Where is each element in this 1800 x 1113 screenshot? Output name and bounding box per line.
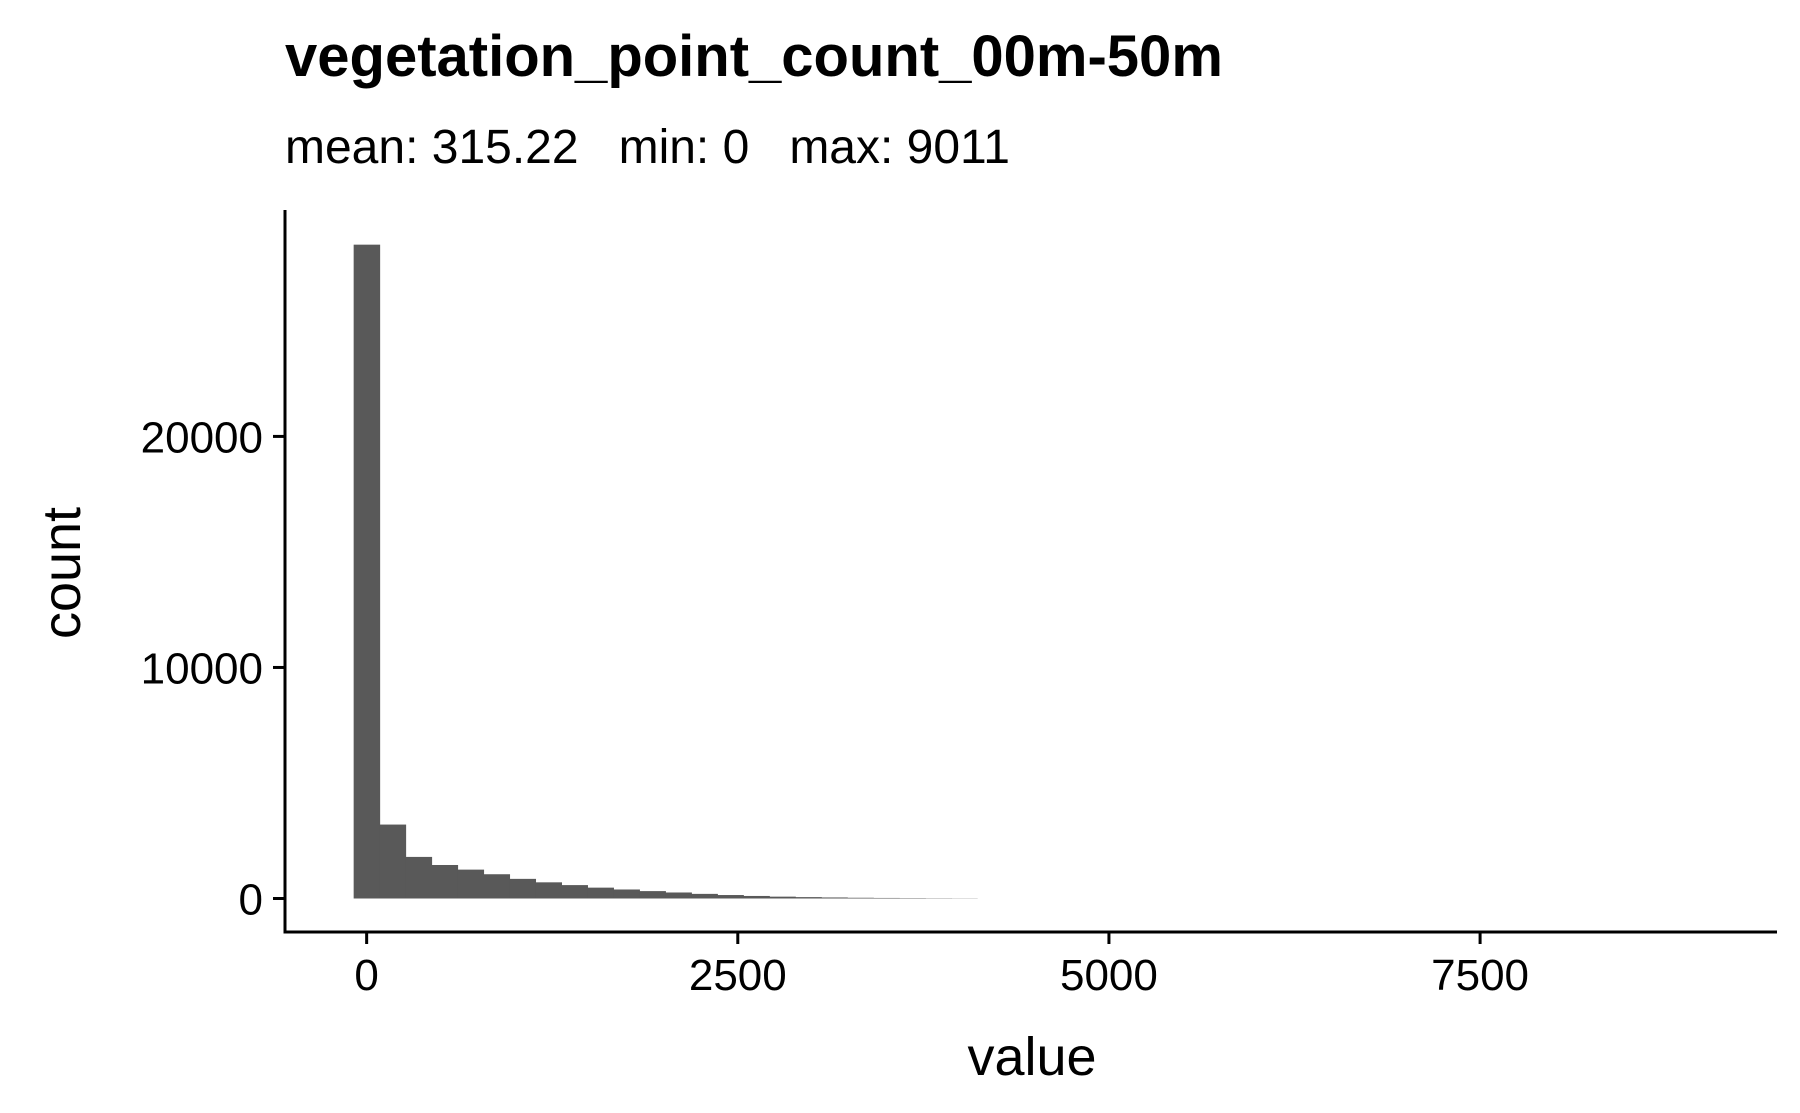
histogram-bar — [483, 874, 511, 899]
bars-layer — [353, 244, 978, 899]
x-tick-label: 5000 — [1060, 951, 1158, 1000]
histogram-bar — [535, 882, 563, 899]
histogram-bar — [561, 885, 588, 899]
histogram-bar — [665, 892, 692, 899]
histogram-bar — [509, 878, 537, 899]
histogram-bar — [821, 897, 848, 899]
histogram-bar — [431, 864, 459, 899]
y-tick-label: 0 — [239, 875, 263, 924]
x-axis-title: value — [967, 1027, 1096, 1087]
histogram-bar — [405, 856, 433, 899]
x-tick-label: 2500 — [689, 951, 787, 1000]
y-tick-label: 20000 — [141, 413, 263, 462]
histogram-bar — [353, 244, 381, 899]
histogram-bar — [457, 869, 485, 899]
histogram-bar — [717, 895, 744, 899]
histogram-bar — [587, 887, 614, 899]
chart-title: vegetation_point_count_00m-50m — [285, 24, 1223, 89]
histogram-bar — [743, 895, 770, 899]
chart-subtitle: mean: 315.22 min: 0 max: 9011 — [285, 120, 1010, 175]
y-axis-title: count — [32, 507, 92, 639]
y-tick-label: 10000 — [141, 644, 263, 693]
x-tick-label: 7500 — [1431, 951, 1529, 1000]
subtitle-max: max: 9011 — [789, 121, 1010, 174]
x-tick-label: 0 — [354, 951, 378, 1000]
histogram-bar — [847, 897, 874, 899]
subtitle-mean: mean: 315.22 — [285, 121, 579, 174]
axes-layer: 0 2500 5000 7500 0 10000 20000 — [141, 210, 1777, 1000]
histogram-bar — [769, 896, 796, 899]
subtitle-min: min: 0 — [618, 121, 750, 174]
histogram-bar — [873, 897, 900, 899]
histogram-bar — [639, 891, 666, 899]
histogram-bar — [613, 889, 640, 899]
histogram-bar — [379, 824, 407, 899]
histogram-bar — [795, 897, 822, 899]
histogram-bar — [691, 893, 718, 899]
